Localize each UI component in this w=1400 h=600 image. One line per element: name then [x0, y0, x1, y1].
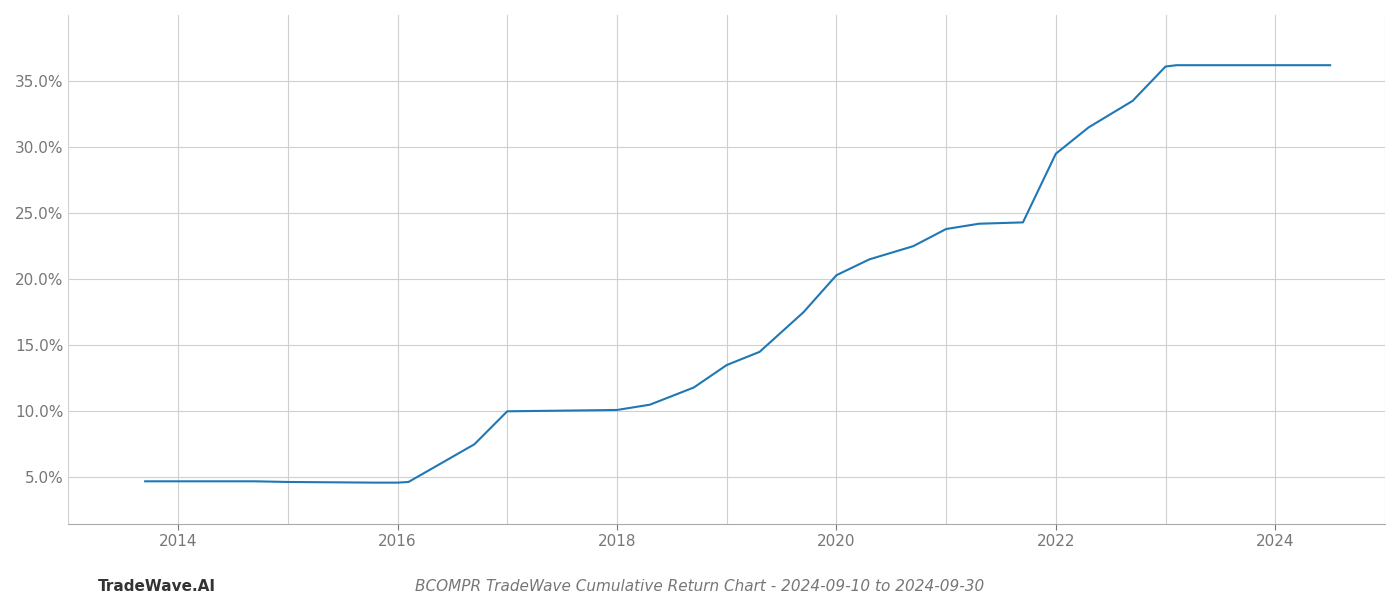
Text: BCOMPR TradeWave Cumulative Return Chart - 2024-09-10 to 2024-09-30: BCOMPR TradeWave Cumulative Return Chart… [416, 579, 984, 594]
Text: TradeWave.AI: TradeWave.AI [98, 579, 216, 594]
